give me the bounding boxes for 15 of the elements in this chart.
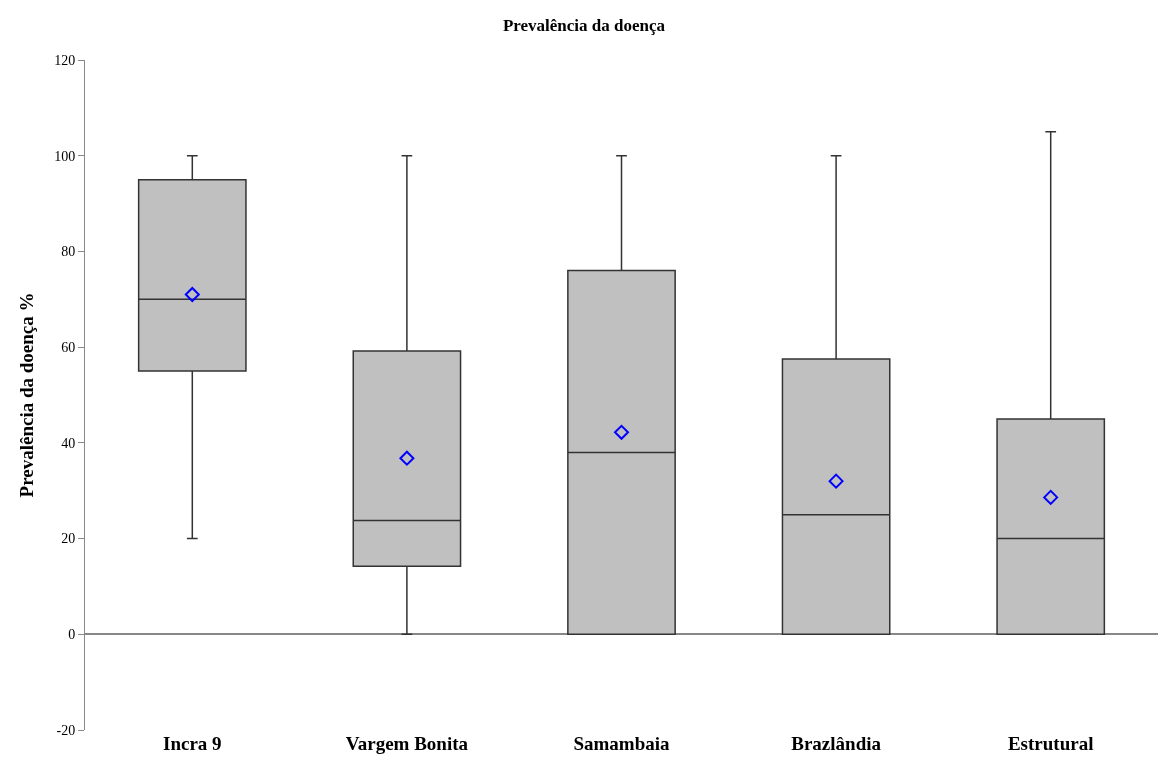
y-tick-label: 80 <box>61 244 76 260</box>
y-tick-label: 100 <box>54 148 76 164</box>
y-axis-title: Prevalência da doença % <box>16 292 38 498</box>
y-tick-label: 120 <box>54 52 76 68</box>
y-tick-label: 0 <box>68 627 76 643</box>
x-tick-label: Samambaia <box>573 733 671 754</box>
x-tick-label: Brazlândia <box>791 733 882 754</box>
y-tick-label: 40 <box>61 435 76 451</box>
x-tick-label: Vargem Bonita <box>345 733 469 754</box>
chart-title: Prevalência da doença <box>502 16 666 36</box>
y-tick-label: 20 <box>61 531 76 547</box>
x-tick-label: Incra 9 <box>163 733 222 754</box>
y-tick-label: -20 <box>56 722 76 738</box>
x-tick-label: Estrutural <box>1007 733 1094 754</box>
y-tick-label: 60 <box>61 340 76 356</box>
